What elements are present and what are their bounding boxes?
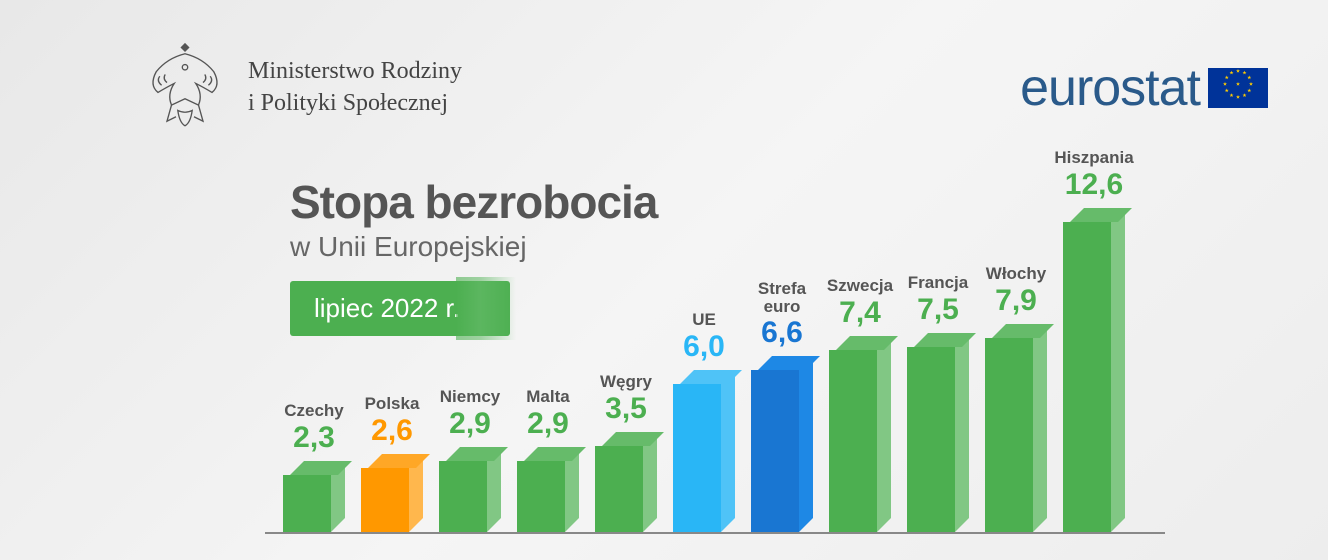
bar-front [907,347,955,532]
bar-label-value: 7,4 [839,296,881,330]
bar-label-name: Francja [908,273,968,293]
bar-label-value: 7,5 [917,293,959,327]
bar-side [643,432,657,532]
bar-label-value: 2,9 [449,407,491,441]
bar-label-name: Strefaeuro [758,280,806,316]
bar-label-value: 2,9 [527,407,569,441]
bar-chart: 2,3Czechy2,6Polska2,9Niemcy2,9Malta3,5Wę… [275,224,1155,534]
bar-label-name: Polska [365,394,420,414]
bar-front [595,446,643,532]
bar-label-value: 2,6 [371,414,413,448]
bar-side [1033,324,1047,532]
bar-side [1111,208,1125,532]
bar-label-name: Hiszpania [1054,148,1133,168]
bar-label-name: Malta [526,387,569,407]
eurostat-logo: eurostat [1020,58,1268,118]
bar-side [877,336,891,532]
ministry-line2: i Polityki Społecznej [248,88,462,119]
eurostat-text: eurostat [1020,58,1200,118]
bar-front [1063,222,1111,532]
bar-front [985,338,1033,532]
bar-label-name: Czechy [284,401,344,421]
chart-title: Stopa bezrobocia [290,175,657,229]
bar-front [361,468,409,532]
bar-label-name: Szwecja [827,276,893,296]
ministry-block: Ministerstwo Rodziny i Polityki Społeczn… [140,40,462,135]
bar-side [799,356,813,532]
bar-label-name: Niemcy [440,387,500,407]
bar-label-name: Włochy [986,264,1046,284]
bar-front [439,461,487,532]
ministry-line1: Ministerstwo Rodziny [248,56,462,87]
bar-front [673,384,721,532]
eagle-icon [140,40,230,135]
bar-label-name: UE [692,310,716,330]
bar-front [829,350,877,532]
bar-front [517,461,565,532]
ministry-name: Ministerstwo Rodziny i Polityki Społeczn… [248,56,462,118]
bar-side [955,333,969,532]
bar-label-value: 6,6 [761,316,803,350]
header: Ministerstwo Rodziny i Polityki Społeczn… [140,40,1268,135]
bar-label-value: 6,0 [683,330,725,364]
chart-baseline [265,532,1165,534]
bar-label-value: 3,5 [605,392,647,426]
bar-label-value: 2,3 [293,421,335,455]
bar-label-value: 7,9 [995,284,1037,318]
bar-label-name: Węgry [600,372,652,392]
bar-side [721,370,735,532]
bar-label-value: 12,6 [1065,168,1123,202]
bar-front [751,370,799,532]
bar-front [283,475,331,532]
eu-flag-icon [1208,68,1268,108]
